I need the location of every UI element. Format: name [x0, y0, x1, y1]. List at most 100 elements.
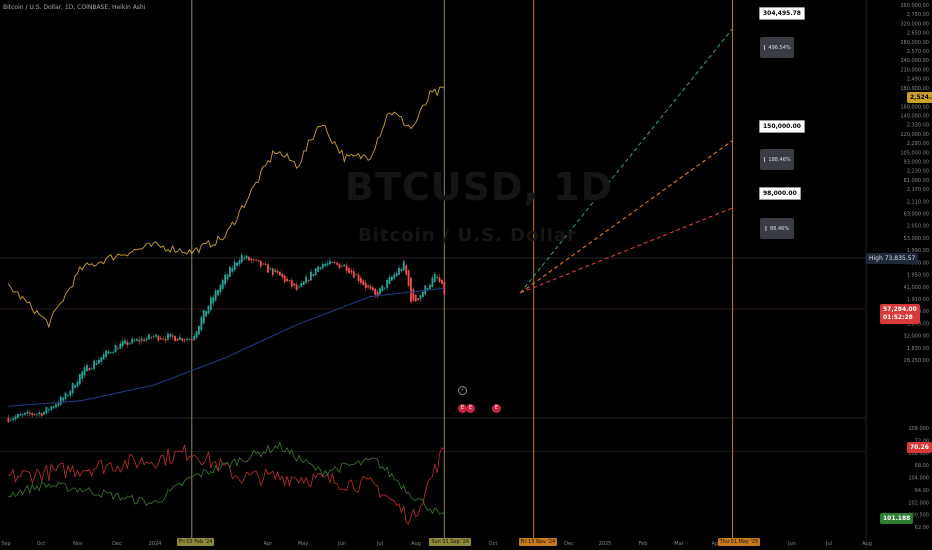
event-badge-icon[interactable]: E: [466, 404, 475, 413]
price-axis-tick-label: 93,000.00: [904, 160, 929, 166]
moving-average-line: [8, 287, 445, 407]
candle-body: [245, 255, 248, 259]
candle-body: [117, 348, 119, 350]
candle-body: [128, 343, 131, 345]
candle-body: [209, 297, 212, 310]
event-badge-icon[interactable]: E: [458, 404, 467, 413]
target-pct-box-3[interactable]: I 88.46%: [760, 218, 794, 239]
price-axis-tick-label: 53,000.00: [904, 236, 929, 242]
candle-body: [250, 258, 253, 261]
price-axis-tick-label: 2,280.00: [907, 141, 929, 147]
candle-body: [147, 334, 150, 340]
candle-body: [433, 273, 436, 283]
candle-body: [136, 338, 138, 341]
price-axis-tick-label: 2,330.00: [907, 123, 929, 129]
candle-body: [417, 298, 420, 301]
symbol-title[interactable]: Bitcoin / U.S. Dollar, 1D, COINBASE, Hei…: [3, 4, 146, 11]
candle-body: [38, 412, 41, 415]
candle-body: [16, 413, 19, 418]
candle-body: [26, 411, 29, 414]
candle-body: [47, 409, 50, 411]
time-axis-tick-label: Apr: [712, 541, 722, 547]
candle-body: [52, 406, 55, 409]
candle-body: [59, 396, 62, 405]
candle-body: [405, 265, 408, 275]
candle-body: [343, 264, 346, 267]
candle-body: [336, 262, 339, 265]
candle-body: [383, 287, 386, 289]
candle-body: [81, 371, 84, 379]
candle-body: [391, 276, 393, 281]
series-group: [7, 86, 445, 525]
candle-body: [152, 336, 155, 338]
indicator-axis-tick-label: 68.00: [915, 463, 929, 469]
candle-body: [105, 350, 107, 357]
event-badge-icon[interactable]: E: [492, 404, 501, 413]
event-flag-icon[interactable]: ⚡: [458, 386, 467, 395]
price-axis-tick-label: 2,170.00: [907, 187, 929, 193]
candle-body: [360, 277, 362, 284]
candle-body: [9, 419, 12, 421]
candle-body: [338, 263, 341, 269]
candle-body: [198, 325, 200, 335]
price-axis-tick-label: 140,000.00: [900, 113, 929, 119]
candle-body: [88, 368, 91, 371]
candle-body: [264, 263, 267, 265]
time-axis-tick-label: 2024: [149, 541, 162, 547]
candle-body: [269, 268, 272, 270]
candle-body: [386, 280, 389, 288]
time-axis-tick-label: Jun: [787, 541, 796, 547]
candle-body: [426, 288, 429, 290]
price-axis-tick-label: 63,000.00: [904, 212, 929, 218]
candle-body: [212, 297, 215, 304]
target-pct-box-1[interactable]: I 496.54%: [760, 37, 794, 58]
time-axis-tick-label: Aug: [862, 541, 872, 547]
indicator-axis-tick-label: 100.500: [908, 513, 929, 519]
candle-body: [441, 279, 443, 284]
price-axis-tick-label: 120,000.00: [900, 132, 929, 138]
price-axis-tick-label: 2,110.00: [907, 199, 929, 205]
target-price-label-1[interactable]: 304,495.78: [759, 7, 805, 20]
candle-body: [381, 285, 384, 292]
target-pct-3: 88.46%: [770, 225, 790, 232]
time-axis-date-marker: Fri 02 Feb '24: [176, 538, 215, 546]
price-axis-tick-label: 1,950.00: [907, 273, 929, 279]
candle-body: [43, 411, 45, 415]
gold-price-line: [7, 86, 445, 329]
time-axis-tick-label: May: [298, 541, 308, 547]
candle-body: [274, 269, 277, 272]
candle-body: [164, 338, 167, 341]
high-label: High 73,835.57: [866, 253, 919, 264]
price-axis-tick-label: 360,000.00: [900, 3, 929, 9]
candle-body: [326, 263, 329, 265]
candle-body: [314, 268, 317, 276]
candle-body: [395, 272, 398, 277]
watermark-name: Bitcoin / U.S. Dollar: [358, 225, 577, 246]
candle-body: [202, 310, 205, 324]
candle-body: [290, 280, 293, 287]
target-price-label-3[interactable]: 98,000.00: [759, 187, 801, 200]
text-cursor-icon: I: [763, 43, 766, 52]
candle-body: [57, 403, 60, 406]
candle-body: [431, 277, 434, 287]
candle-body: [393, 274, 396, 279]
candle-body: [259, 260, 262, 267]
candle-body: [312, 274, 315, 276]
candle-body: [171, 335, 174, 337]
price-axis-tick-label: 180,000.00: [900, 86, 929, 92]
candle-body: [24, 412, 26, 415]
candle-body: [131, 338, 134, 344]
candle-body: [33, 414, 36, 415]
candle-body: [310, 271, 312, 281]
candle-body: [307, 279, 310, 281]
candle-body: [69, 390, 72, 396]
candle-body: [267, 264, 269, 273]
target-price-label-2[interactable]: 150,000.00: [759, 120, 805, 133]
price-axis-tick-label: 2,750.00: [907, 12, 929, 18]
candle-body: [71, 382, 74, 394]
candle-body: [97, 359, 100, 364]
candle-body: [271, 268, 274, 276]
target-pct-box-2[interactable]: I 188.46%: [760, 149, 794, 170]
candle-body: [300, 283, 303, 287]
